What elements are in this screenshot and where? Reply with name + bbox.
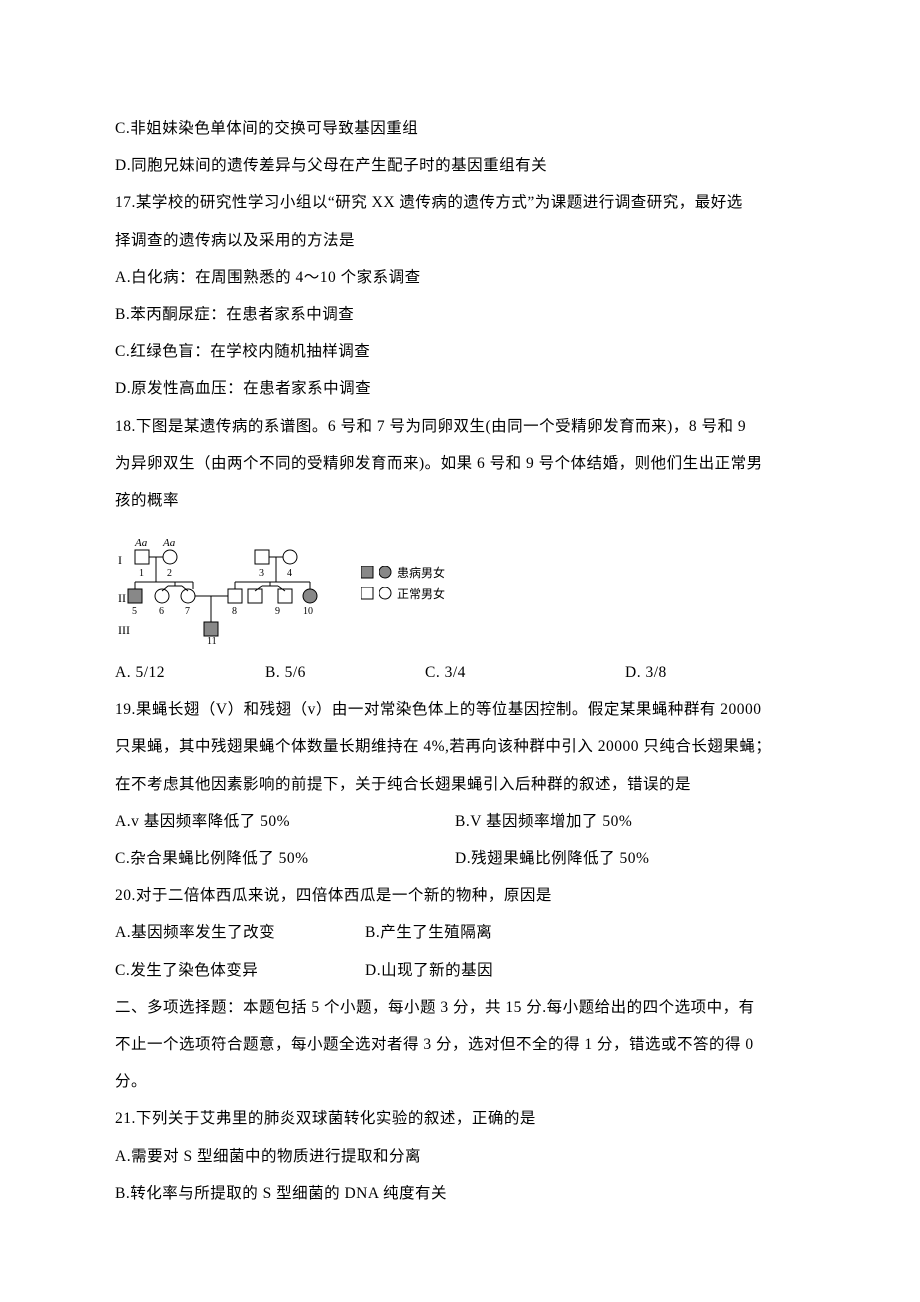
label-2: 2 [167, 568, 172, 579]
q16-option-c: C.非姐妹染色单体间的交换可导致基因重组 [115, 110, 805, 147]
q17-stem-2: 择调查的遗传病以及采用的方法是 [115, 222, 805, 259]
q18-option-d: D. 3/8 [625, 654, 805, 691]
label-10: 10 [303, 606, 313, 617]
q19-stem-2: 只果蝇，其中残翅果蝇个体数量长期维持在 4%,若再向该种群中引入 20000 只… [115, 728, 805, 765]
q21-option-a: A.需要对 S 型细菌中的物质进行提取和分离 [115, 1138, 805, 1175]
female-6 [155, 589, 169, 603]
gen-label-2: II [118, 591, 126, 605]
q19-option-d: D.残翅果蝇比例降低了 50% [455, 840, 805, 877]
q17-stem-1: 17.某学校的研究性学习小组以“研究 XX 遗传病的遗传方式”为课题进行调查研究… [115, 184, 805, 221]
q20-option-a: A.基因频率发生了改变 [115, 914, 365, 951]
q19-stem-1: 19.果蝇长翅（V）和残翅（v）由一对常染色体上的等位基因控制。假定某果蝇种群有… [115, 691, 805, 728]
q19-options-cd: C.杂合果蝇比例降低了 50% D.残翅果蝇比例降低了 50% [115, 840, 805, 877]
male-3 [255, 550, 269, 564]
female-7 [181, 589, 195, 603]
q17-option-b: B.苯丙酮尿症：在患者家系中调查 [115, 296, 805, 333]
male-1 [135, 550, 149, 564]
q16-option-d: D.同胞兄妹间的遗传差异与父母在产生配子时的基因重组有关 [115, 147, 805, 184]
male-9b [278, 589, 292, 603]
male-11-affected [204, 622, 218, 636]
pedigree-legend: 患病男女 正常男女 [361, 564, 445, 606]
label-3: 3 [259, 568, 264, 579]
legend-normal: 正常男女 [397, 585, 445, 602]
gen-label-1: I [118, 553, 122, 567]
female-2 [163, 550, 177, 564]
q19-option-a: A.v 基因频率降低了 50% [115, 803, 455, 840]
gen-label-3: III [118, 623, 130, 637]
q17-option-a: A.白化病：在周围熟悉的 4～10 个家系调查 [115, 259, 805, 296]
q21-option-b: B.转化率与所提取的 S 型细菌的 DNA 纯度有关 [115, 1175, 805, 1212]
section2-l2: 不止一个选项符合题意，每小题全选对者得 3 分，选对但不全的得 1 分，错选或不… [115, 1026, 805, 1063]
section2-l3: 分。 [115, 1063, 805, 1100]
male-9 [248, 589, 262, 603]
label-1: 1 [139, 568, 144, 579]
q20-option-d: D.山现了新的基因 [365, 952, 805, 989]
female-4 [283, 550, 297, 564]
q17-option-d: D.原发性高血压：在患者家系中调查 [115, 370, 805, 407]
q18-option-a: A. 5/12 [115, 654, 265, 691]
q19-option-b: B.V 基因频率增加了 50% [455, 803, 805, 840]
label-7: 7 [185, 606, 190, 617]
geno-1: Aa [134, 537, 148, 549]
male-5-affected [128, 589, 142, 603]
section2-l1: 二、多项选择题：本题包括 5 个小题，每小题 3 分，共 15 分.每小题给出的… [115, 989, 805, 1026]
q18-stem-1: 18.下图是某遗传病的系谱图。6 号和 7 号为同卵双生(由同一个受精卵发育而来… [115, 408, 805, 445]
female-10-affected [303, 589, 317, 603]
geno-2: Aa [162, 537, 176, 549]
q18-options: A. 5/12 B. 5/6 C. 3/4 D. 3/8 [115, 654, 805, 691]
q21-stem: 21.下列关于艾弗里的肺炎双球菌转化实验的叙述，正确的是 [115, 1100, 805, 1137]
label-9: 9 [275, 606, 280, 617]
label-5: 5 [132, 606, 137, 617]
q20-options-cd: C.发生了染色体变异 D.山现了新的基因 [115, 952, 805, 989]
q20-option-b: B.产生了生殖隔离 [365, 914, 805, 951]
q18-stem-3: 孩的概率 [115, 482, 805, 519]
q19-stem-3: 在不考虑其他因素影响的前提下，关于纯合长翅果蝇引入后种群的叙述，错误的是 [115, 766, 805, 803]
q20-options-ab: A.基因频率发生了改变 B.产生了生殖隔离 [115, 914, 805, 951]
male-8 [228, 589, 242, 603]
q17-option-c: C.红绿色盲：在学校内随机抽样调查 [115, 333, 805, 370]
label-8: 8 [232, 606, 237, 617]
q19-options-ab: A.v 基因频率降低了 50% B.V 基因频率增加了 50% [115, 803, 805, 840]
q20-stem: 20.对于二倍体西瓜来说，四倍体西瓜是一个新的物种，原因是 [115, 877, 805, 914]
q18-option-c: C. 3/4 [425, 654, 625, 691]
q19-option-c: C.杂合果蝇比例降低了 50% [115, 840, 455, 877]
q18-pedigree-diagram: I II III Aa Aa 1 2 3 4 [115, 534, 465, 644]
label-11: 11 [207, 636, 217, 644]
q18-option-b: B. 5/6 [265, 654, 425, 691]
q18-stem-2: 为异卵双生（由两个不同的受精卵发育而来)。如果 6 号和 9 号个体结婚，则他们… [115, 445, 805, 482]
label-4: 4 [287, 568, 292, 579]
legend-affected: 患病男女 [397, 564, 445, 581]
q20-option-c: C.发生了染色体变异 [115, 952, 365, 989]
label-6: 6 [159, 606, 164, 617]
